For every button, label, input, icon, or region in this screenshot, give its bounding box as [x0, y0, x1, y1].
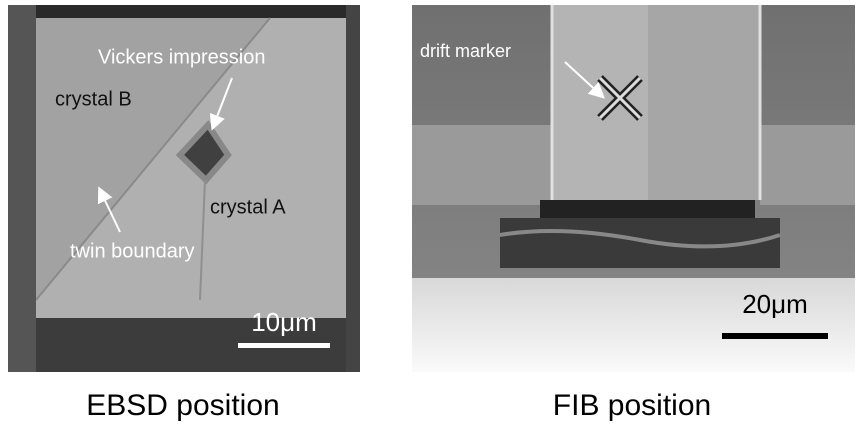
- label: twin boundary: [70, 240, 195, 262]
- label: drift marker: [420, 41, 511, 61]
- ebsd-image: Vickers impression crystal B crystal A t…: [8, 5, 360, 372]
- label: crystal B: [55, 88, 132, 110]
- scale-bar: [238, 343, 330, 348]
- scale-bar: [722, 333, 828, 339]
- caption: EBSD position: [86, 389, 279, 422]
- scale-label: 20μm: [742, 289, 808, 319]
- label: Vickers impression: [98, 46, 265, 68]
- label: crystal A: [210, 196, 286, 218]
- figure: Vickers impression crystal B crystal A t…: [0, 0, 859, 428]
- caption: FIB position: [553, 389, 711, 422]
- fib-image: drift marker 20μm: [412, 5, 855, 372]
- scale-label: 10μm: [251, 307, 317, 337]
